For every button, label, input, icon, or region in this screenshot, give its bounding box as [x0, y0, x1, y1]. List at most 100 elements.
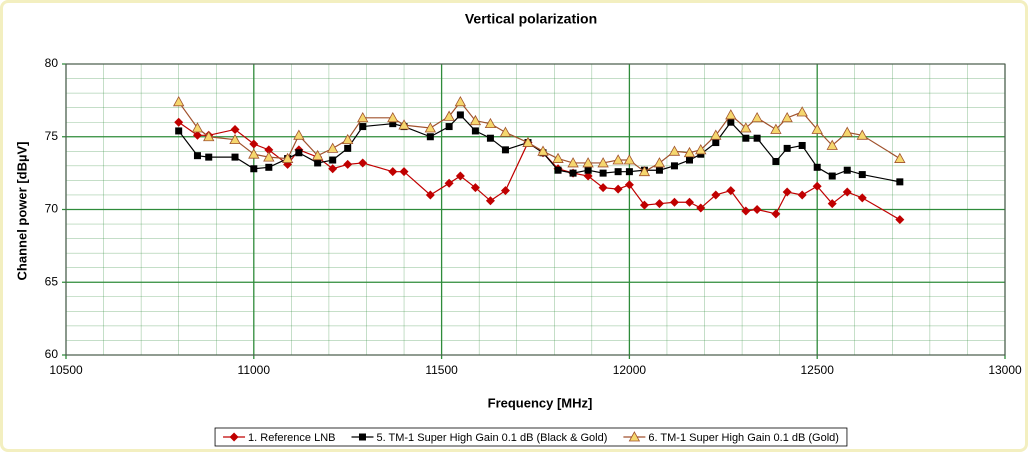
marker [314, 159, 322, 167]
marker [782, 187, 792, 197]
marker [328, 164, 338, 174]
marker [193, 152, 201, 160]
marker [797, 190, 807, 200]
marker [398, 119, 410, 130]
marker [230, 124, 240, 134]
marker [843, 166, 851, 174]
marker [812, 181, 822, 191]
marker [612, 154, 624, 165]
marker [856, 129, 868, 140]
x-tick-label: 12000 [613, 363, 647, 377]
legend-label: 6. TM-1 Super High Gain 0.1 dB (Gold) [648, 432, 839, 444]
marker [499, 126, 512, 137]
marker [753, 134, 761, 142]
marker [359, 123, 367, 131]
marker [203, 130, 215, 142]
marker [426, 133, 434, 141]
marker [695, 144, 707, 155]
marker [500, 186, 510, 196]
x-axis-label: Frequency [MHz] [488, 395, 593, 410]
marker [583, 171, 593, 181]
marker [248, 148, 260, 159]
marker [827, 199, 837, 209]
marker [740, 122, 752, 133]
marker [741, 206, 751, 216]
chart: Vertical polarization Frequency [MHz] Ch… [14, 11, 1022, 447]
marker [424, 122, 437, 133]
chart-title: Vertical polarization [465, 11, 597, 27]
marker [455, 171, 465, 181]
marker [265, 163, 273, 171]
marker [798, 141, 806, 149]
marker [358, 158, 368, 168]
marker [842, 187, 852, 197]
marker [668, 145, 681, 156]
marker [813, 163, 821, 171]
marker [796, 106, 808, 117]
marker [501, 146, 509, 154]
marker [670, 162, 678, 170]
legend-entry: 6. TM-1 Super High Gain 0.1 dB (Gold) [623, 431, 839, 444]
marker [712, 139, 720, 147]
marker [471, 127, 479, 135]
marker [599, 169, 607, 177]
legend-label: 1. Reference LNB [248, 432, 335, 444]
marker [623, 154, 636, 165]
marker [614, 168, 622, 176]
marker [231, 153, 239, 161]
marker [445, 123, 453, 131]
marker [342, 133, 354, 145]
marker [425, 190, 435, 200]
marker [858, 171, 866, 179]
marker [628, 431, 641, 442]
marker [249, 139, 259, 149]
marker [470, 183, 480, 193]
marker [399, 167, 409, 177]
marker [895, 215, 905, 225]
marker [358, 433, 366, 441]
marker [597, 157, 609, 168]
marker [770, 123, 782, 134]
marker [841, 126, 853, 137]
marker [522, 136, 534, 147]
marker [175, 127, 183, 135]
marker [771, 209, 781, 219]
marker [454, 96, 467, 107]
marker [343, 159, 353, 169]
marker [894, 152, 906, 163]
marker [444, 178, 454, 188]
marker [696, 203, 706, 213]
marker [205, 153, 213, 161]
marker [727, 118, 735, 126]
marker [229, 133, 241, 145]
marker [293, 129, 305, 140]
x-tick-label: 10500 [49, 363, 83, 377]
marker [229, 432, 239, 442]
marker [711, 190, 721, 200]
marker [191, 122, 204, 133]
marker [567, 157, 579, 168]
marker [598, 183, 608, 193]
marker [751, 112, 763, 123]
marker [357, 112, 369, 123]
marker [469, 114, 482, 126]
marker [669, 197, 679, 207]
marker [655, 166, 663, 174]
y-tick-label: 70 [45, 202, 59, 216]
marker [264, 145, 274, 155]
y-tick-label: 60 [45, 347, 59, 361]
marker [554, 166, 562, 174]
marker [683, 146, 696, 158]
marker [826, 139, 838, 150]
marker [684, 197, 694, 207]
y-tick-label: 75 [45, 129, 59, 143]
marker [726, 186, 736, 196]
marker [311, 149, 324, 161]
marker [624, 180, 634, 190]
x-tick-label: 12500 [801, 363, 835, 377]
marker [329, 156, 337, 164]
marker [752, 205, 762, 214]
marker [173, 96, 185, 107]
marker [326, 142, 339, 153]
